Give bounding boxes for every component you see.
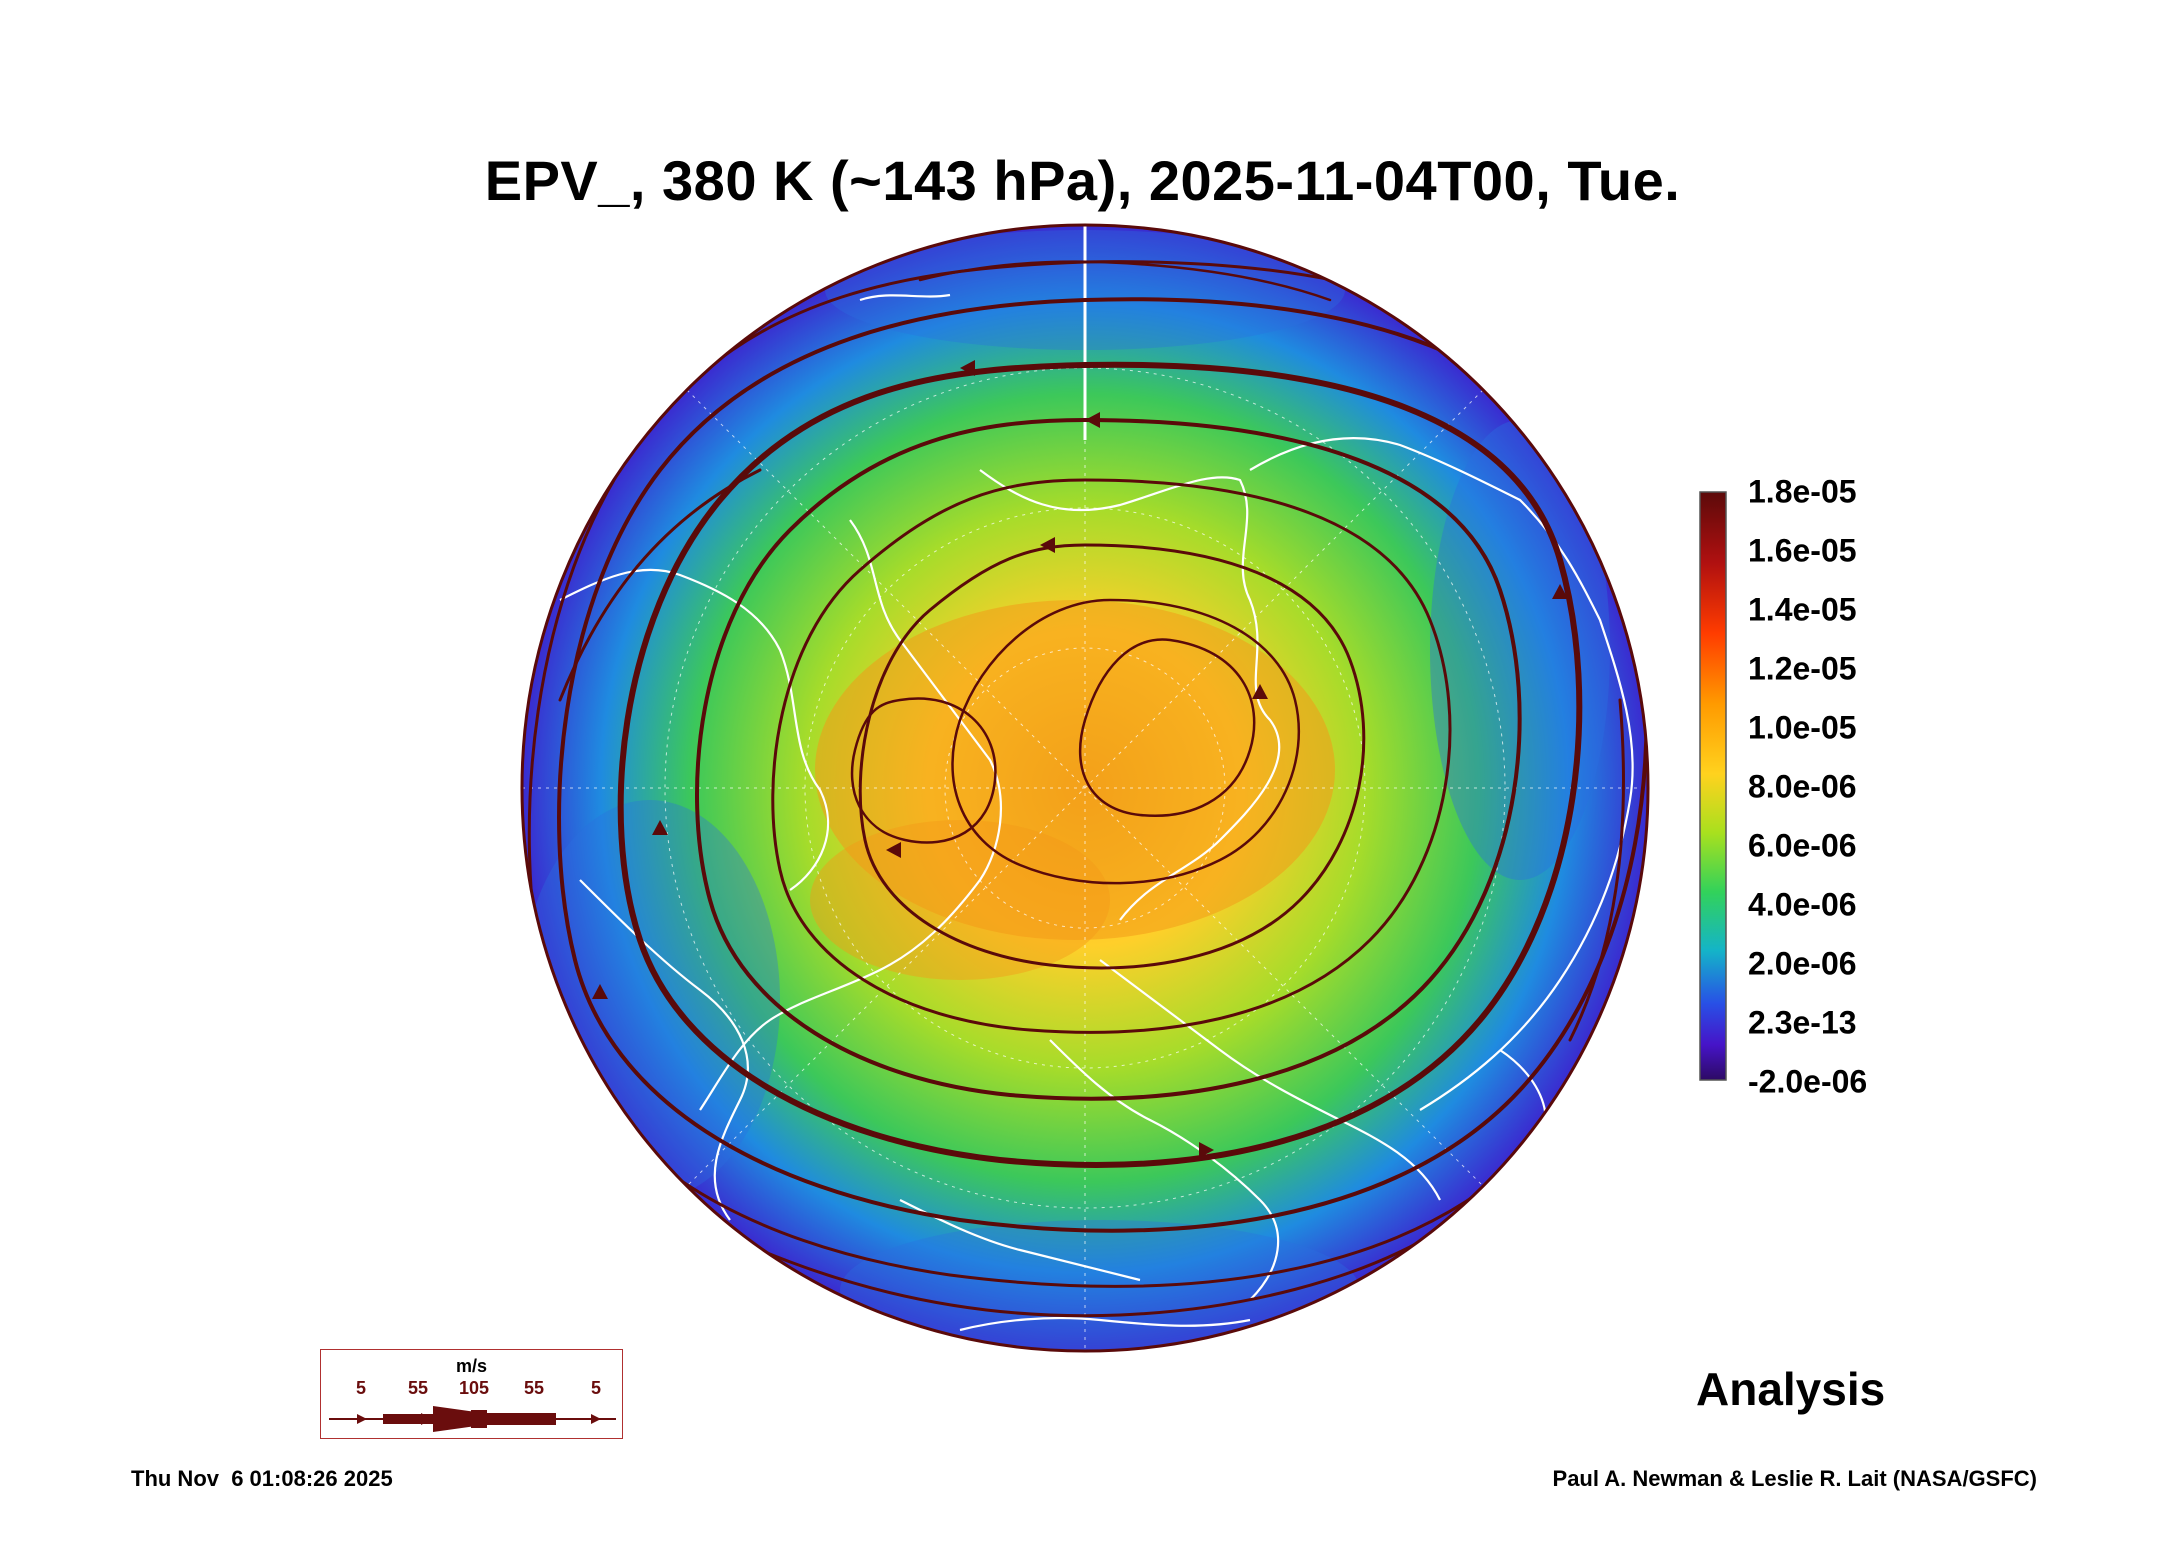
streamline-12	[758, 1228, 1442, 1318]
epv-core-blob-2	[810, 820, 1110, 980]
timestamp: Thu Nov 6 01:08:26 2025	[131, 1466, 393, 1491]
streamline-10	[558, 468, 762, 702]
colorbar-label: 6.0e-06	[1748, 827, 1857, 864]
streamline-13	[918, 260, 1332, 302]
colorbar-label: 1.8e-05	[1748, 473, 1857, 510]
credit: Paul A. Newman & Leslie R. Lait (NASA/GS…	[1552, 1466, 2037, 1491]
colorbar-label: 1.0e-05	[1748, 709, 1857, 746]
wind-speed-legend: m/s 5 55 105 55 5	[320, 1349, 623, 1439]
colorbar-label: 4.0e-06	[1748, 886, 1857, 923]
colorbar	[1699, 491, 1727, 1081]
streamline-3	[771, 478, 1452, 1034]
colorbar-label: 1.2e-05	[1748, 650, 1857, 687]
colorbar-label: -2.0e-06	[1748, 1063, 1868, 1100]
disk-rim	[520, 223, 1650, 1353]
streamline-11	[1568, 698, 1625, 1042]
streamline-2	[694, 417, 1522, 1101]
wind-legend-graphic	[329, 1406, 616, 1432]
graticule	[522, 225, 1648, 1351]
wind-legend-unit: m/s	[455, 1356, 488, 1376]
wind-legend-speed: 5	[355, 1378, 367, 1398]
colorbar-labels: 1.8e-05 1.6e-05 1.4e-05 1.2e-05 1.0e-05 …	[1748, 474, 1968, 1100]
analysis-label: Analysis	[1696, 1363, 1886, 1415]
epv-core-blob	[815, 600, 1335, 940]
jet-streamline-1	[617, 361, 1583, 1168]
wind-legend-speed: 55	[523, 1378, 545, 1398]
streamline-4	[858, 543, 1366, 970]
map-title: EPV_, 380 K (~143 hPa), 2025-11-04T00, T…	[484, 149, 1681, 212]
colorbar-label: 1.4e-05	[1748, 591, 1857, 628]
epv-cool-patch-3	[840, 1220, 1360, 1351]
colorbar-label: 1.6e-05	[1748, 532, 1857, 569]
colorbar-label: 2.3e-13	[1748, 1004, 1857, 1041]
streamline-5	[951, 598, 1300, 885]
streamline-6	[1078, 638, 1256, 817]
wind-legend-speed: 5	[590, 1378, 602, 1398]
wind-legend-speed: 105	[458, 1378, 490, 1398]
streamline-7	[850, 697, 997, 844]
wind-legend-speed: 55	[407, 1378, 429, 1398]
colorbar-label: 8.0e-06	[1748, 768, 1857, 805]
colorbar-label: 2.0e-06	[1748, 945, 1857, 982]
epv-cool-patch-2	[1430, 420, 1610, 880]
